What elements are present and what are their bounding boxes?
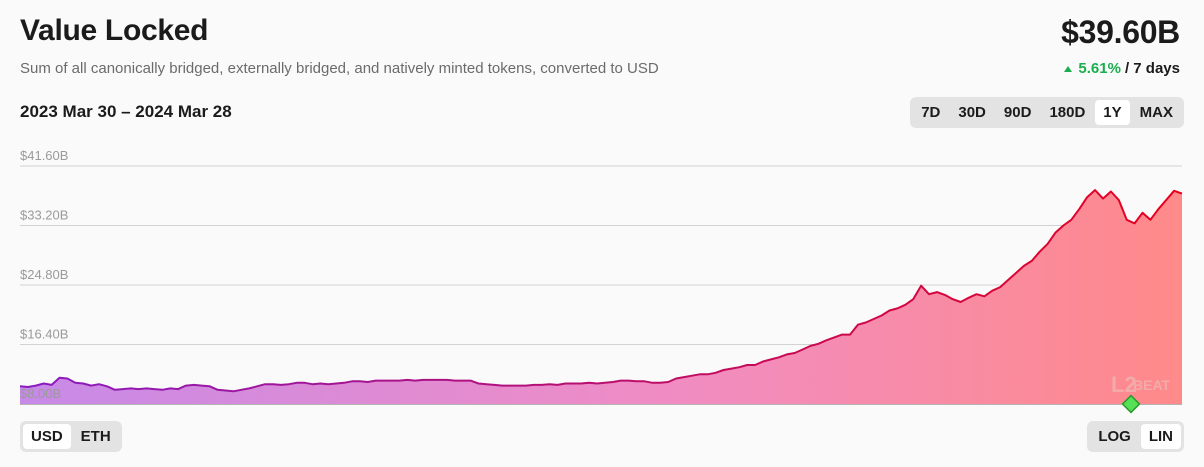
unit-eth-button[interactable]: ETH xyxy=(80,428,111,445)
period-1y-button[interactable]: 1Y xyxy=(1095,100,1130,125)
change-indicator: 5.61% / 7 days xyxy=(1064,60,1180,77)
series-line xyxy=(19,189,1183,393)
y-tick-label: $41.60B xyxy=(20,148,68,163)
page-subtitle: Sum of all canonically bridged, external… xyxy=(20,60,659,77)
scale-selector: LOG LIN xyxy=(1087,421,1184,452)
change-period: / 7 days xyxy=(1124,60,1180,77)
date-range: 2023 Mar 30 – 2024 Mar 28 xyxy=(20,102,232,121)
period-30d-button[interactable]: 30D xyxy=(958,104,986,121)
y-axis: $8.00B $16.40B $24.80B $33.20B $41.60B xyxy=(20,148,68,401)
period-max-button[interactable]: MAX xyxy=(1139,104,1173,121)
arrow-up-icon xyxy=(1064,65,1073,72)
watermark-text: BEAT xyxy=(1133,377,1171,393)
y-tick-label: $8.00B xyxy=(20,386,61,401)
unit-usd-button[interactable]: USD xyxy=(23,424,71,449)
period-selector: 7D 30D 90D 180D 1Y MAX xyxy=(910,97,1184,128)
period-7d-button[interactable]: 7D xyxy=(921,104,941,121)
period-180d-button[interactable]: 180D xyxy=(1049,104,1086,121)
watermark-logo: L2 BEAT xyxy=(1111,372,1171,397)
watermark-l2-mark: L2 xyxy=(1111,372,1137,397)
page-title: Value Locked xyxy=(20,14,209,47)
scale-log-button[interactable]: LOG xyxy=(1098,428,1131,445)
y-tick-label: $33.20B xyxy=(20,208,68,223)
total-value: $39.60B xyxy=(1061,14,1180,50)
change-percent: 5.61% xyxy=(1078,60,1121,77)
y-tick-label: $24.80B xyxy=(20,267,68,282)
unit-selector: USD ETH xyxy=(20,421,122,452)
y-tick-label: $16.40B xyxy=(20,327,68,342)
period-90d-button[interactable]: 90D xyxy=(1003,104,1032,121)
series-area xyxy=(20,190,1182,404)
scale-lin-button[interactable]: LIN xyxy=(1140,424,1181,449)
event-marker-icon[interactable] xyxy=(1121,394,1141,414)
